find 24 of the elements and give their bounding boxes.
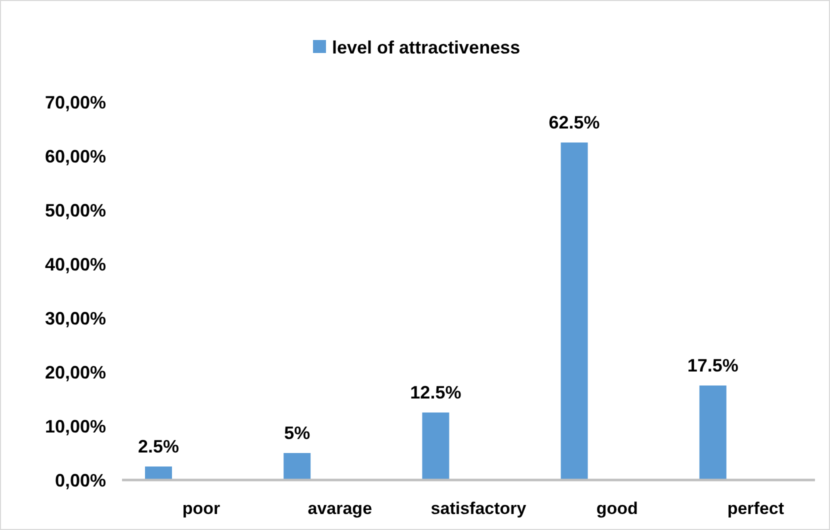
x-tick-label: avarage (308, 498, 372, 518)
y-tick-label: 0,00% (54, 470, 106, 490)
data-label: 62.5% (548, 112, 600, 132)
bar (145, 466, 172, 480)
bar (284, 453, 311, 480)
y-tick-label: 50,00% (44, 200, 106, 220)
data-label: 12.5% (410, 382, 462, 402)
data-label: 17.5% (687, 356, 738, 376)
x-tick-label: perfect (727, 498, 784, 518)
x-tick-label: good (596, 498, 638, 518)
legend-label: level of attractiveness (332, 37, 520, 58)
y-tick-label: 40,00% (44, 254, 106, 274)
y-tick-label: 60,00% (44, 146, 106, 166)
data-label: 5% (284, 423, 310, 443)
bar (422, 412, 450, 480)
y-tick-label: 30,00% (44, 308, 106, 328)
bar (699, 386, 726, 480)
x-tick-label: satisfactory (430, 498, 527, 518)
x-tick-label: poor (182, 498, 221, 518)
bar (560, 142, 588, 480)
y-tick-label: 70,00% (44, 92, 106, 112)
y-tick-label: 10,00% (44, 416, 106, 436)
y-tick-label: 20,00% (44, 362, 106, 382)
data-label: 2.5% (138, 436, 180, 456)
